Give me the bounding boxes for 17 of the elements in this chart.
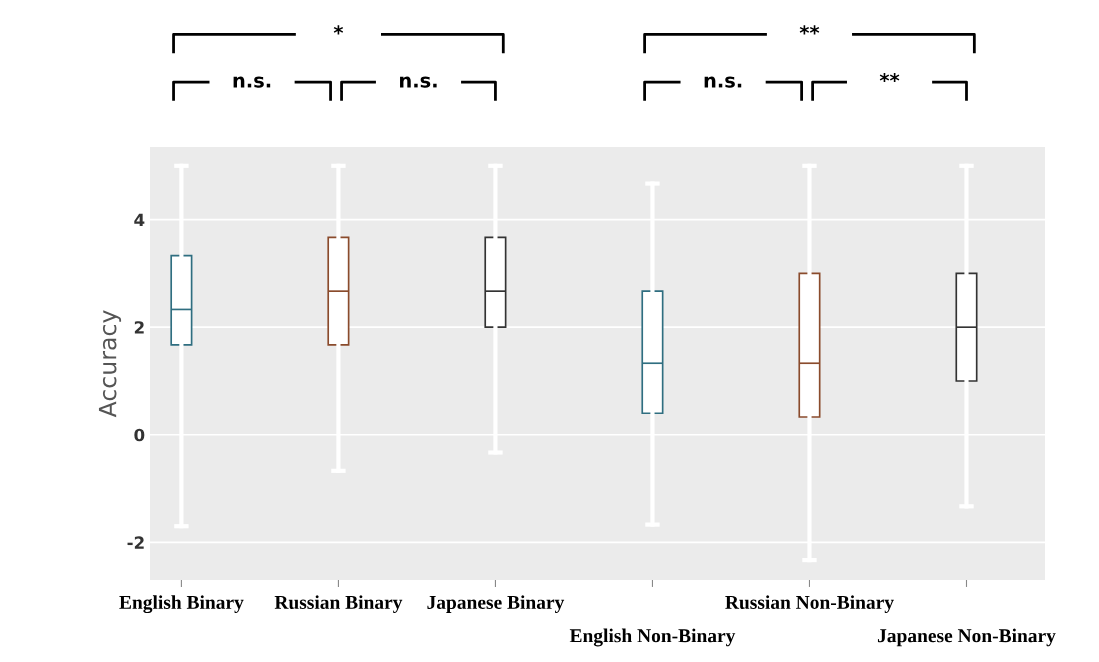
text: ** [799,25,820,35]
x-tick-label: Russian Non-Binary [725,595,894,613]
y-tick-label: 0 [134,428,145,442]
x-tick-label: Russian Binary [274,595,403,613]
text: n.s. [400,76,437,88]
x-tick-label: English Binary [119,595,244,614]
x-tick-label: English Non-Binary [569,628,736,647]
y-axis-title: Accuracy [98,310,122,418]
text: n.s. [704,76,742,88]
text: n.s. [233,76,271,88]
y-tick-label: 4 [134,213,145,226]
y-tick-label: 2 [134,321,144,334]
x-tick-label: Japanese Non-Binary [877,628,1056,647]
x-tick-label: Japanese Binary [427,595,565,613]
y-tick-label: -2 [127,536,144,549]
text: ** [879,72,900,83]
text: * [333,25,344,35]
